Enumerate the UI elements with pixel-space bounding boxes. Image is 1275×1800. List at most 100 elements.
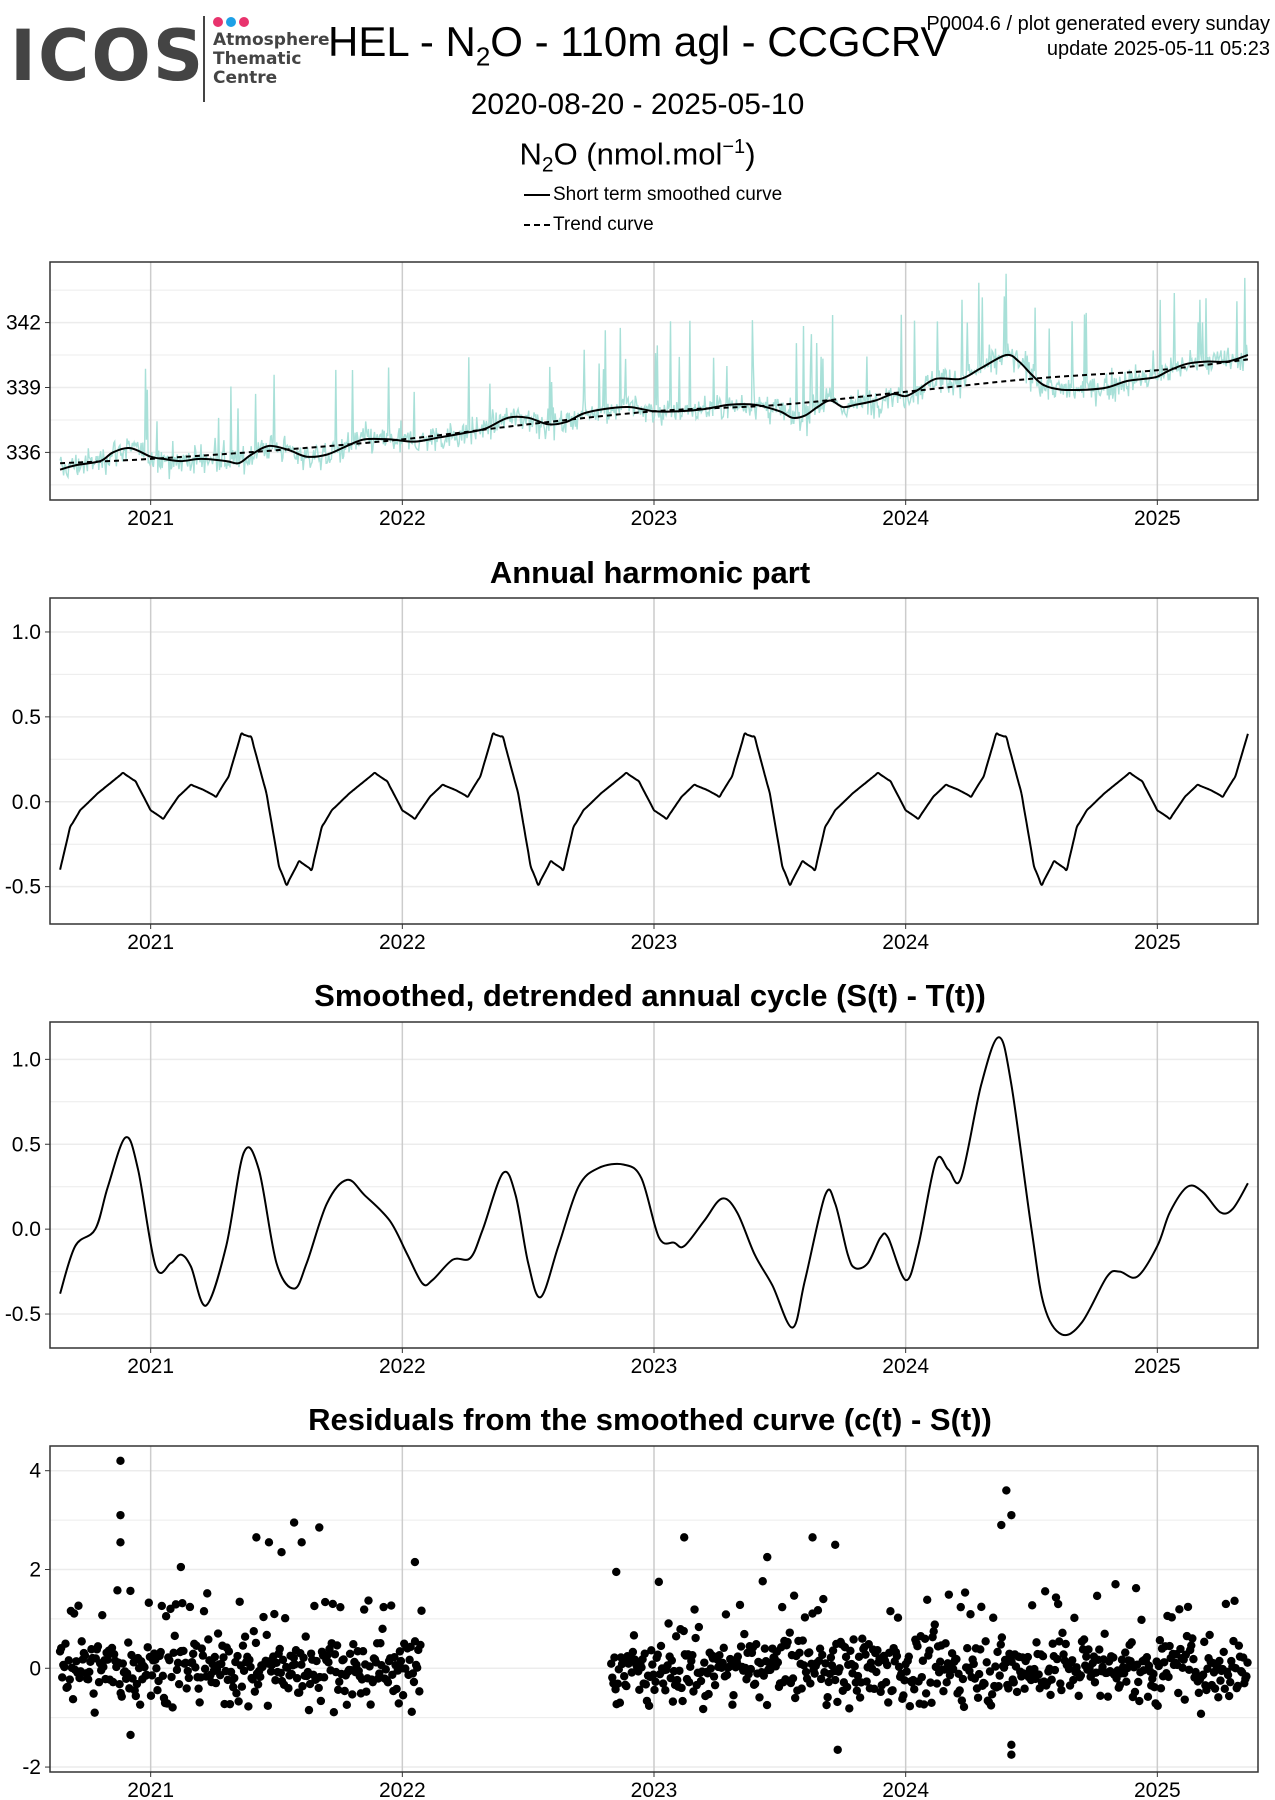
residual-point	[993, 1647, 1002, 1657]
residual-point	[230, 1673, 239, 1683]
residual-point	[276, 1668, 286, 1678]
residual-point	[1122, 1677, 1131, 1686]
residual-point	[763, 1552, 772, 1562]
residual-point	[1027, 1601, 1037, 1610]
residual-point	[1155, 1636, 1165, 1645]
residual-point	[191, 1663, 200, 1672]
residual-point	[833, 1697, 842, 1707]
residual-point	[1226, 1677, 1235, 1687]
residual-point	[789, 1591, 799, 1600]
residual-point	[939, 1687, 948, 1696]
residual-point	[1052, 1654, 1062, 1664]
residual-point	[997, 1633, 1007, 1642]
residual-point	[910, 1685, 919, 1694]
panel-title-detrended: Smoothed, detrended annual cycle (S(t) -…	[314, 978, 986, 1013]
residual-point	[628, 1647, 638, 1657]
residual-point	[249, 1627, 258, 1636]
residual-point	[324, 1658, 333, 1667]
residual-point	[921, 1689, 931, 1698]
residual-point	[785, 1628, 794, 1637]
residual-point	[694, 1622, 704, 1632]
residual-point	[1004, 1684, 1013, 1693]
residual-point	[671, 1632, 681, 1641]
title-subscript: 2	[475, 41, 491, 72]
logo-dot-pink	[213, 17, 223, 27]
residual-point	[252, 1533, 261, 1542]
residual-point	[709, 1672, 719, 1681]
residual-point	[656, 1641, 666, 1651]
residual-point	[758, 1577, 767, 1586]
x-tick-label: 2023	[631, 507, 678, 530]
residual-point	[109, 1650, 119, 1659]
residual-point	[379, 1602, 388, 1612]
residual-point	[1050, 1665, 1060, 1675]
residual-point	[188, 1649, 198, 1659]
residual-point	[977, 1602, 986, 1612]
residual-point	[328, 1599, 337, 1609]
residual-point	[169, 1648, 178, 1658]
y-tick-label: 0.5	[12, 1133, 41, 1156]
residual-point	[833, 1745, 842, 1754]
residual-point	[1134, 1677, 1143, 1687]
chart-panel-4: -2 0 2 4 2021 2022 2023 2024 2025	[22, 1445, 1259, 1800]
residual-point	[930, 1620, 939, 1629]
residual-point	[174, 1679, 184, 1689]
residual-point	[849, 1635, 858, 1644]
residual-point	[332, 1641, 342, 1650]
residual-point	[1167, 1613, 1176, 1622]
residual-point	[60, 1662, 69, 1672]
legend-label-trend: Trend curve	[553, 214, 654, 235]
residual-point	[1156, 1684, 1166, 1693]
unit-label: N2O (nmol.mol−1)	[0, 136, 1275, 178]
residual-point	[394, 1699, 403, 1708]
residual-point	[184, 1673, 194, 1683]
residual-point	[290, 1660, 300, 1669]
logo-wordmark: ICOS	[10, 15, 206, 97]
residual-point	[392, 1684, 401, 1694]
residual-point	[364, 1596, 373, 1605]
residual-point	[156, 1647, 165, 1657]
residual-point	[613, 1679, 622, 1688]
residual-point	[905, 1702, 915, 1711]
residual-point	[607, 1659, 616, 1668]
trend-curve-line	[60, 358, 1249, 465]
residual-point	[93, 1642, 103, 1651]
residual-point	[1160, 1658, 1169, 1667]
residual-point	[808, 1533, 817, 1542]
residual-point	[253, 1680, 263, 1689]
residual-point	[1068, 1656, 1077, 1665]
residual-point	[842, 1682, 852, 1692]
panel-data	[59, 1036, 1249, 1337]
panel-title-harmonic: Annual harmonic part	[489, 555, 811, 590]
residual-point	[746, 1664, 756, 1674]
residual-point	[407, 1707, 416, 1716]
residual-point	[852, 1686, 862, 1695]
residual-point	[752, 1640, 761, 1649]
residual-point	[1174, 1688, 1183, 1698]
meta-version: P0004.6 / plot generated every sunday	[926, 13, 1270, 35]
residual-point	[1034, 1670, 1043, 1679]
x-tick-label: 2022	[379, 1355, 426, 1378]
residual-point	[235, 1597, 244, 1606]
residual-point	[170, 1631, 179, 1641]
residual-point	[75, 1673, 84, 1683]
residual-point	[980, 1679, 989, 1689]
x-tick-label: 2025	[1134, 1355, 1181, 1378]
meta-update: update 2025-05-11 05:23	[1046, 38, 1270, 60]
residual-point	[278, 1655, 288, 1665]
residual-point	[876, 1687, 885, 1697]
residual-point	[378, 1624, 387, 1634]
residual-point	[680, 1533, 689, 1542]
residual-point	[805, 1648, 814, 1657]
legend-solid-line	[524, 193, 550, 196]
residual-point	[919, 1700, 929, 1709]
residual-point	[277, 1547, 286, 1557]
residual-point	[336, 1602, 345, 1612]
panel-border	[49, 1021, 1259, 1349]
residual-point	[1210, 1684, 1220, 1693]
residual-point	[195, 1698, 204, 1707]
residual-point	[821, 1659, 830, 1668]
residual-point	[881, 1678, 891, 1687]
residual-point	[89, 1689, 98, 1698]
residual-point	[1123, 1663, 1132, 1673]
